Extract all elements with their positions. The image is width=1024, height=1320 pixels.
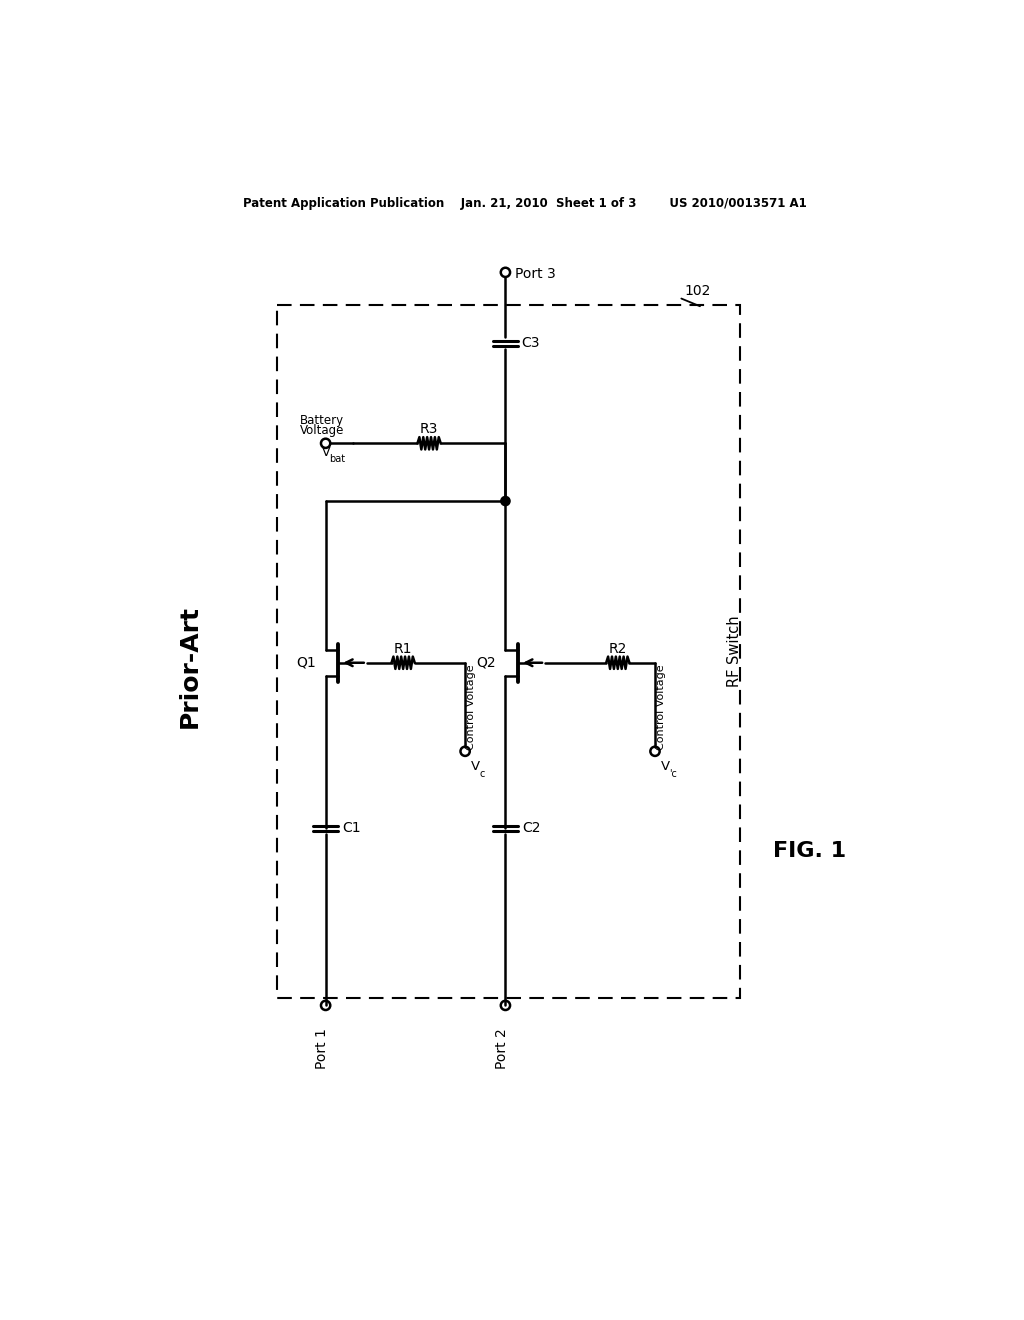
Text: Voltage: Voltage [300, 425, 344, 437]
Text: Battery: Battery [300, 413, 344, 426]
Text: R3: R3 [420, 422, 438, 437]
Text: R2: R2 [608, 642, 627, 656]
Text: C1: C1 [343, 821, 361, 836]
Text: RF Switch: RF Switch [727, 615, 741, 686]
Text: Q2: Q2 [476, 656, 496, 669]
Text: FIG. 1: FIG. 1 [773, 841, 847, 862]
Text: C3: C3 [521, 337, 540, 350]
Text: Port 1: Port 1 [314, 1028, 329, 1069]
Text: 'c: 'c [669, 770, 677, 779]
Text: Control Voltage: Control Voltage [656, 664, 667, 750]
Text: V: V [662, 760, 671, 774]
Text: Port 2: Port 2 [495, 1028, 509, 1069]
Text: bat: bat [330, 454, 346, 463]
Text: C2: C2 [522, 821, 541, 836]
Text: Q1: Q1 [297, 656, 316, 669]
Circle shape [501, 496, 510, 506]
Text: 102: 102 [684, 284, 711, 298]
Text: Port 3: Port 3 [515, 267, 555, 281]
Text: V: V [322, 446, 331, 459]
Text: c: c [479, 770, 484, 779]
Text: R1: R1 [394, 642, 413, 656]
Text: Control Voltage: Control Voltage [466, 664, 476, 750]
Text: Prior-Art: Prior-Art [178, 605, 202, 729]
Text: V: V [471, 760, 480, 774]
Text: Patent Application Publication    Jan. 21, 2010  Sheet 1 of 3        US 2010/001: Patent Application Publication Jan. 21, … [243, 197, 807, 210]
